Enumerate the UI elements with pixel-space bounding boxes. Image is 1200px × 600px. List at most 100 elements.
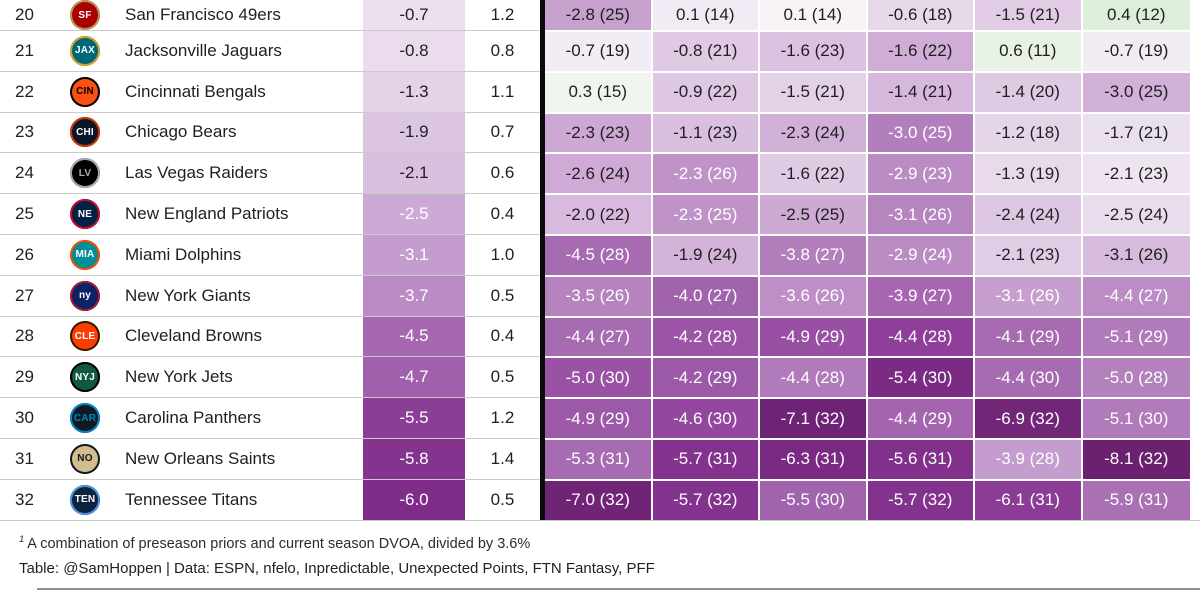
heat-cell: -4.4 (28): [760, 356, 868, 398]
heat-cell: -1.5 (21): [975, 0, 1083, 30]
team-logo-new-england-patriots-icon: NE: [70, 199, 100, 230]
team-name: Carolina Panthers: [115, 397, 363, 438]
team-name: Cleveland Browns: [115, 315, 363, 357]
team-logo-cell: CLE: [55, 315, 115, 357]
row-rank: 27: [0, 274, 55, 316]
heat-cell: -2.3 (25): [652, 193, 760, 234]
table-row-new-york-jets: 29 NYJ New York Jets -4.7 0.5 -5.0 (30) -4.2 (…: [0, 356, 1190, 398]
column-divider-line: [540, 437, 545, 479]
team-logo-cell: CHI: [55, 111, 115, 153]
secondary-value-cell: 1.2: [465, 0, 540, 30]
heat-cell: -2.3 (24): [760, 111, 868, 153]
row-rank: 24: [0, 152, 55, 194]
team-logo-cleveland-browns-icon: CLE: [70, 321, 100, 352]
heat-cell: -4.6 (30): [652, 397, 760, 438]
column-divider-line: [540, 152, 545, 194]
table-row-cincinnati-bengals: 22 CIN Cincinnati Bengals -1.3 1.1 0.3 (15) -0…: [0, 70, 1190, 112]
rating-cell: -6.0: [363, 478, 465, 520]
heat-cell: -1.6 (23): [760, 30, 868, 71]
secondary-value-cell: 0.5: [465, 356, 540, 398]
column-divider-line: [540, 397, 545, 438]
rating-cell: -2.1: [363, 152, 465, 194]
team-logo-cell: LV: [55, 152, 115, 194]
team-name: Miami Dolphins: [115, 233, 363, 275]
row-rank: 21: [0, 30, 55, 71]
heat-cell: -2.0 (22): [545, 193, 653, 234]
heat-cell: 0.6 (11): [975, 30, 1083, 71]
heat-cell: -5.3 (31): [545, 437, 653, 479]
row-rank: 25: [0, 193, 55, 234]
heat-cell: -3.0 (25): [1082, 70, 1190, 112]
heat-cell: -5.4 (30): [867, 356, 975, 398]
heat-cell: -3.9 (27): [867, 274, 975, 316]
heat-cell: -2.6 (24): [545, 152, 653, 194]
heat-cell: -4.9 (29): [760, 315, 868, 357]
heat-cell: -4.4 (30): [975, 356, 1083, 398]
heat-cell: -1.7 (21): [1082, 111, 1190, 153]
team-logo-cell: SF: [55, 0, 115, 30]
team-logo-cell: MIA: [55, 233, 115, 275]
team-logo-cincinnati-bengals-icon: CIN: [70, 76, 100, 107]
heat-cell: -0.9 (22): [652, 70, 760, 112]
rating-cell: -4.5: [363, 315, 465, 357]
table-row-new-england-patriots: 25 NE New England Patriots -2.5 0.4 -2.0 (22)…: [0, 193, 1190, 234]
column-divider-line: [540, 0, 545, 30]
heat-cell: -0.6 (18): [867, 0, 975, 30]
table-row-new-york-giants: 27 ny New York Giants -3.7 0.5 -3.5 (26) -4.0 …: [0, 274, 1190, 316]
heat-cell: -3.6 (26): [760, 274, 868, 316]
column-divider-line: [540, 70, 545, 112]
heat-cell: -7.0 (32): [545, 478, 653, 520]
heat-cell: -8.1 (32): [1082, 437, 1190, 479]
heat-cell: -2.4 (24): [975, 193, 1083, 234]
row-rank: 28: [0, 315, 55, 357]
heat-cell: -0.7 (19): [545, 30, 653, 71]
heat-cell: 0.1 (14): [760, 0, 868, 30]
heat-cell: -2.9 (24): [867, 233, 975, 275]
team-logo-cell: NYJ: [55, 356, 115, 398]
team-name: New York Jets: [115, 356, 363, 398]
heat-cell: -4.1 (29): [975, 315, 1083, 357]
team-logo-new-orleans-saints-icon: NO: [70, 443, 100, 474]
heat-cell: -1.2 (18): [975, 111, 1083, 153]
heat-cell: -3.9 (28): [975, 437, 1083, 479]
rating-cell: -5.8: [363, 437, 465, 479]
rating-cell: -1.3: [363, 70, 465, 112]
team-logo-cell: CIN: [55, 70, 115, 112]
team-name: Chicago Bears: [115, 111, 363, 153]
table-row-san-francisco-49ers: 20 SF San Francisco 49ers -0.7 1.2 -2.8 (25) 0…: [0, 0, 1190, 30]
table-row-carolina-panthers: 30 CAR Carolina Panthers -5.5 1.2 -4.9 (29) -4…: [0, 397, 1190, 438]
column-divider-line: [540, 233, 545, 275]
column-divider-line: [540, 30, 545, 71]
rating-cell: -4.7: [363, 356, 465, 398]
team-name: Cincinnati Bengals: [115, 70, 363, 112]
heat-cell: -3.8 (27): [760, 233, 868, 275]
secondary-value-cell: 1.1: [465, 70, 540, 112]
table-row-tennessee-titans: 32 TEN Tennessee Titans -6.0 0.5 -7.0 (32) -5.…: [0, 478, 1190, 520]
heat-cell: -2.9 (23): [867, 152, 975, 194]
heat-cell: -2.3 (26): [652, 152, 760, 194]
footnote-text: A combination of preseason priors and cu…: [27, 535, 531, 552]
team-logo-miami-dolphins-icon: MIA: [70, 239, 100, 270]
table-row-jacksonville-jaguars: 21 JAX Jacksonville Jaguars -0.8 0.8 -0.7 (19…: [0, 30, 1190, 71]
team-name: New Orleans Saints: [115, 437, 363, 479]
heat-cell: 0.4 (12): [1082, 0, 1190, 30]
team-name: New England Patriots: [115, 193, 363, 234]
team-logo-jacksonville-jaguars-icon: JAX: [70, 35, 100, 66]
secondary-value-cell: 0.7: [465, 111, 540, 153]
team-name: Las Vegas Raiders: [115, 152, 363, 194]
heat-cell: -4.2 (29): [652, 356, 760, 398]
heat-cell: -1.1 (23): [652, 111, 760, 153]
heat-cell: -2.5 (24): [1082, 193, 1190, 234]
heat-cell: -5.0 (28): [1082, 356, 1190, 398]
heat-cell: 0.3 (15): [545, 70, 653, 112]
team-name: New York Giants: [115, 274, 363, 316]
secondary-value-cell: 0.5: [465, 274, 540, 316]
heat-cell: -4.0 (27): [652, 274, 760, 316]
footnote-marker: 1: [19, 533, 25, 545]
row-rank: 32: [0, 478, 55, 520]
heat-cell: 0.1 (14): [652, 0, 760, 30]
heat-cell: -1.6 (22): [760, 152, 868, 194]
heat-cell: -5.1 (30): [1082, 397, 1190, 438]
heat-cell: -3.0 (25): [867, 111, 975, 153]
